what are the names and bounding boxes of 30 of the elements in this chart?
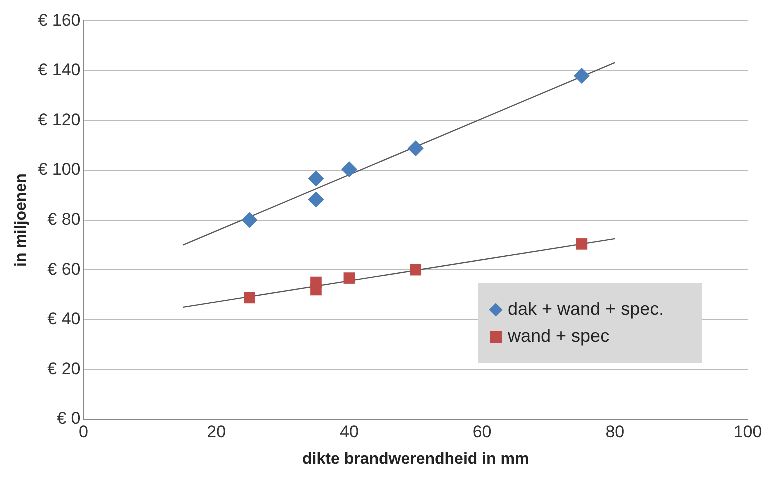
x-tick-label: 100 <box>734 422 762 442</box>
y-tick-label: € 100 <box>38 160 81 180</box>
point <box>576 238 588 250</box>
x-tick-label: 20 <box>207 422 226 442</box>
y-tick-label: € 140 <box>38 60 81 80</box>
point <box>308 170 324 187</box>
point <box>308 192 324 208</box>
point <box>574 68 590 84</box>
legend-label: wand + spec <box>508 326 610 347</box>
point <box>408 140 424 157</box>
y-tick-label: € 60 <box>48 260 81 279</box>
y-tick-label: € 80 <box>48 210 81 229</box>
legend-label: dak + wand + spec. <box>508 299 664 320</box>
y-axis-title: in miljoenen <box>13 174 30 267</box>
x-tick-label: 80 <box>606 422 625 442</box>
point <box>310 284 322 296</box>
y-tick-label: € 0 <box>57 409 81 428</box>
x-tick-label: 40 <box>340 422 359 442</box>
point <box>242 212 258 228</box>
y-tick-label: € 20 <box>48 359 81 378</box>
y-tick-label: € 40 <box>48 310 81 329</box>
y-tick-label: € 120 <box>38 110 81 130</box>
y-tick-label: € 160 <box>38 10 81 30</box>
x-axis-title: dikte brandwerendheid in mm <box>302 450 530 468</box>
point <box>244 292 256 304</box>
point <box>341 162 358 178</box>
point <box>344 272 356 284</box>
x-tick-label: 60 <box>472 422 492 442</box>
x-tick-label: 0 <box>79 422 88 442</box>
point <box>410 264 422 276</box>
